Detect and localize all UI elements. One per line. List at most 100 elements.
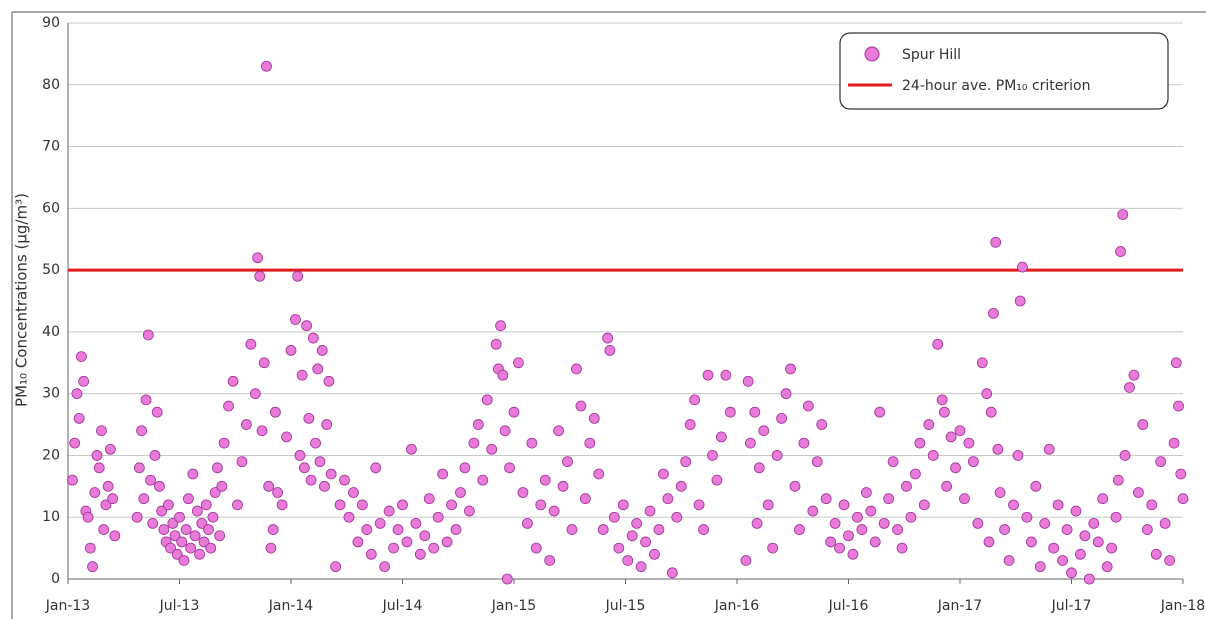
point: [923, 419, 935, 430]
point: [171, 548, 183, 560]
point: [1177, 493, 1189, 505]
point: [158, 524, 170, 535]
point: [753, 462, 765, 474]
point: [321, 419, 333, 430]
point: [497, 369, 509, 381]
point: [133, 462, 145, 474]
point: [689, 394, 701, 406]
point: [981, 388, 993, 400]
point: [446, 499, 457, 511]
point: [1048, 542, 1060, 554]
point: [658, 468, 669, 480]
point: [249, 388, 261, 400]
point: [339, 474, 350, 486]
point: [71, 388, 83, 400]
x-tick-label: Jul-16: [828, 598, 869, 614]
point: [361, 524, 373, 535]
point: [169, 530, 181, 542]
point: [267, 524, 279, 535]
point: [771, 450, 783, 461]
point: [711, 474, 723, 486]
point: [272, 487, 284, 498]
point: [635, 561, 647, 573]
point: [352, 536, 364, 548]
point: [75, 351, 87, 363]
x-tick-label: Jul-13: [159, 598, 200, 614]
point: [780, 388, 792, 400]
point: [988, 307, 999, 319]
point: [1159, 518, 1171, 529]
point: [207, 511, 219, 523]
point: [751, 518, 763, 529]
point: [290, 314, 301, 325]
point: [878, 518, 890, 529]
point: [1124, 382, 1135, 393]
point: [1115, 246, 1126, 257]
point: [571, 363, 582, 375]
point: [176, 536, 188, 548]
point: [918, 499, 930, 511]
point: [1021, 511, 1033, 523]
point: [852, 511, 863, 523]
point: [1025, 536, 1037, 548]
point: [994, 487, 1006, 498]
point: [240, 419, 252, 430]
point: [553, 425, 564, 437]
point: [104, 443, 116, 455]
point: [593, 468, 605, 480]
point: [486, 443, 498, 455]
point: [1164, 555, 1176, 566]
point: [666, 567, 678, 579]
point: [945, 431, 957, 443]
point: [245, 338, 257, 350]
y-tick-label: 30: [42, 386, 60, 402]
point: [356, 499, 368, 511]
point: [999, 524, 1010, 535]
point: [1097, 493, 1109, 505]
point: [459, 462, 471, 474]
point: [950, 462, 961, 474]
point: [767, 542, 779, 554]
x-tick-label: Jan-14: [268, 598, 314, 614]
point: [305, 474, 317, 486]
legend-marker: [864, 46, 880, 62]
point: [258, 357, 270, 369]
point: [758, 425, 770, 437]
point: [1101, 561, 1113, 573]
point: [205, 542, 217, 554]
point: [301, 320, 313, 332]
point: [785, 363, 796, 375]
point: [1003, 555, 1015, 566]
point: [662, 493, 674, 505]
point: [370, 462, 382, 474]
point: [151, 406, 163, 418]
point: [281, 431, 292, 443]
y-tick-label: 60: [42, 200, 60, 216]
point: [200, 499, 212, 511]
point: [901, 480, 912, 492]
point: [887, 456, 899, 468]
point: [67, 474, 78, 486]
point: [869, 536, 881, 548]
point: [183, 493, 194, 505]
point: [383, 505, 395, 517]
point: [319, 480, 330, 492]
point: [517, 487, 529, 498]
point: [1112, 474, 1124, 486]
point: [789, 480, 801, 492]
x-tick-label: Jan-18: [1160, 598, 1205, 614]
point: [450, 524, 462, 535]
point: [414, 548, 426, 560]
point: [539, 474, 551, 486]
point: [314, 456, 326, 468]
point: [490, 338, 502, 350]
point: [189, 530, 201, 542]
point: [73, 412, 85, 424]
point: [847, 548, 859, 560]
point: [131, 511, 143, 523]
point: [468, 437, 480, 449]
point: [843, 530, 854, 542]
point: [187, 468, 199, 480]
point: [477, 474, 489, 486]
